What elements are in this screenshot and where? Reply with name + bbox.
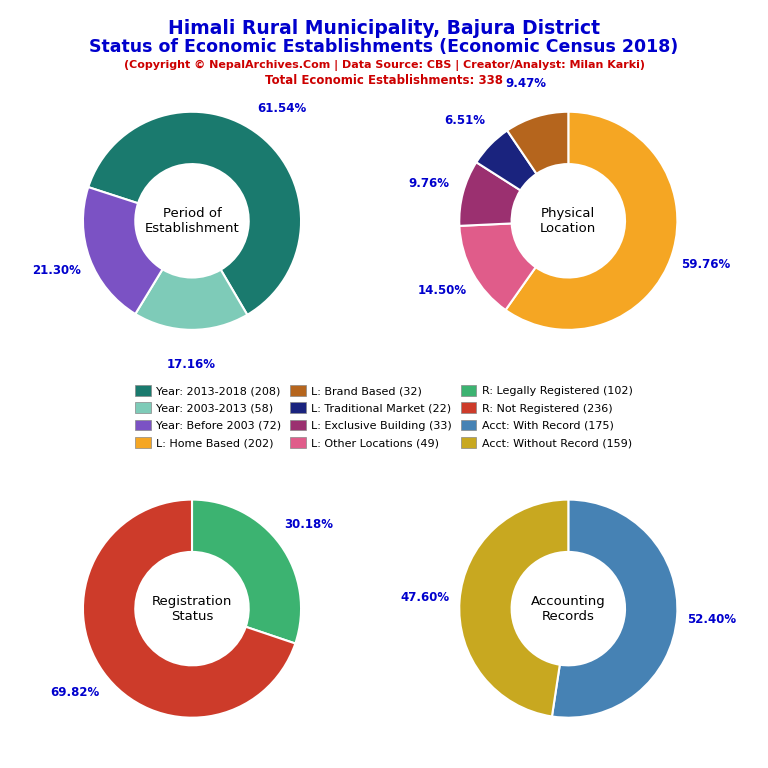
- Text: (Copyright © NepalArchives.Com | Data Source: CBS | Creator/Analyst: Milan Karki: (Copyright © NepalArchives.Com | Data So…: [124, 60, 644, 71]
- Legend: Year: 2013-2018 (208), Year: 2003-2013 (58), Year: Before 2003 (72), L: Home Bas: Year: 2013-2018 (208), Year: 2003-2013 (…: [133, 383, 635, 450]
- Text: 69.82%: 69.82%: [51, 686, 100, 699]
- Text: Accounting
Records: Accounting Records: [531, 594, 606, 623]
- Text: 47.60%: 47.60%: [400, 591, 449, 604]
- Wedge shape: [192, 500, 301, 644]
- Text: 17.16%: 17.16%: [167, 358, 215, 371]
- Wedge shape: [83, 500, 296, 717]
- Text: Himali Rural Municipality, Bajura District: Himali Rural Municipality, Bajura Distri…: [168, 19, 600, 38]
- Text: 9.47%: 9.47%: [505, 77, 547, 90]
- Text: Registration
Status: Registration Status: [152, 594, 232, 623]
- Text: 14.50%: 14.50%: [418, 283, 467, 296]
- Text: 9.76%: 9.76%: [409, 177, 450, 190]
- Wedge shape: [505, 111, 677, 329]
- Wedge shape: [135, 270, 247, 329]
- Wedge shape: [83, 187, 163, 314]
- Wedge shape: [459, 500, 568, 717]
- Wedge shape: [88, 112, 301, 315]
- Wedge shape: [552, 500, 677, 717]
- Text: 21.30%: 21.30%: [32, 264, 81, 277]
- Wedge shape: [459, 223, 536, 310]
- Wedge shape: [507, 111, 568, 174]
- Text: 30.18%: 30.18%: [284, 518, 333, 531]
- Text: 6.51%: 6.51%: [445, 114, 485, 127]
- Text: 61.54%: 61.54%: [257, 102, 306, 115]
- Text: Physical
Location: Physical Location: [540, 207, 597, 235]
- Text: Total Economic Establishments: 338: Total Economic Establishments: 338: [265, 74, 503, 88]
- Wedge shape: [476, 131, 537, 190]
- Text: Status of Economic Establishments (Economic Census 2018): Status of Economic Establishments (Econo…: [89, 38, 679, 56]
- Text: 59.76%: 59.76%: [681, 258, 730, 271]
- Text: 52.40%: 52.40%: [687, 613, 737, 626]
- Wedge shape: [459, 162, 521, 226]
- Text: Period of
Establishment: Period of Establishment: [144, 207, 240, 235]
